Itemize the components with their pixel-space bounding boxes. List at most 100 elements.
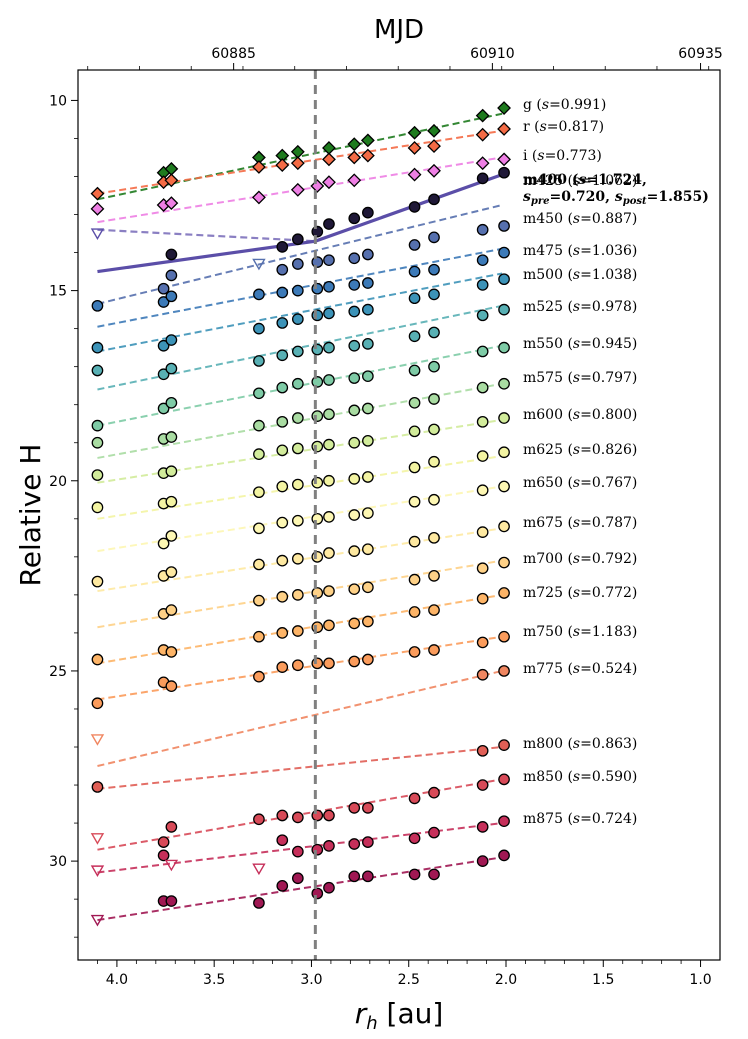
point-g-6 [347,137,362,152]
point-m475-13 [498,273,510,286]
point-m625-10 [428,493,440,506]
point-m800-1 [165,821,178,833]
point-m625-0 [157,537,170,550]
point-m525-13 [498,341,510,354]
x-axis-title-unit: [au] [378,997,444,1030]
point-m600-4 [276,480,289,493]
point-m600-2 [165,495,178,508]
fit-line-m475 [97,272,503,353]
point-m850-9 [476,821,489,833]
point-i-0 [90,201,105,216]
point-m675-1 [165,604,178,616]
x-tick-label-1: 3.5 [203,972,225,988]
point-m850-10 [498,815,510,828]
point-m875-4 [291,872,304,885]
point-m700-9 [362,615,374,628]
point-m550-0 [91,436,104,449]
point-m850-5 [348,838,361,850]
point-m400-4 [323,218,335,230]
point-m800-7 [348,802,361,814]
point-m800-4 [291,811,304,824]
series-label-m700: m700 (s=0.792) [523,551,637,567]
point-m550-12 [476,381,489,394]
point-r-0 [90,186,105,201]
point-m400-6 [362,206,374,219]
point-m600-12 [476,450,489,462]
point-m450-0 [91,299,104,312]
point-m600-11 [428,455,440,468]
point-m650-2 [165,566,178,578]
point-m600-3 [253,486,265,499]
point-m750-1 [498,665,510,677]
series-label-m875: m875 (s=0.724) [523,811,637,827]
point-r-7 [347,150,362,165]
point-m400-3 [311,225,324,238]
point-m425-10 [476,223,489,236]
point-r-8 [360,148,375,163]
point-m725-2 [165,680,178,693]
series-label-m775: m775 (s=0.524) [523,661,637,677]
upper-limit-m850-2 [252,863,266,876]
point-m700-2 [165,646,178,658]
point-m700-5 [291,625,304,637]
point-m600-13 [498,446,510,459]
top-tick-label-2: 60935 [678,46,723,62]
point-m425-9 [428,231,440,244]
point-i-4 [290,182,305,197]
point-m625-3 [276,516,289,529]
point-m775-1 [476,744,489,757]
point-g-11 [497,101,511,115]
point-m500-2 [165,362,178,375]
point-m600-5 [291,478,304,491]
point-m850-0 [157,849,170,862]
point-m775-2 [498,739,510,751]
point-m800-0 [157,836,170,848]
point-m650-4 [276,554,289,567]
point-m725-13 [498,630,510,643]
series-label-m800: m800 (s=0.863) [523,736,637,752]
point-m675-12 [498,556,510,569]
point-m700-4 [276,627,289,639]
point-m575-11 [428,423,440,436]
point-m875-1 [165,895,178,907]
point-i-7 [347,173,362,188]
point-m575-5 [291,442,304,455]
point-m700-8 [348,617,361,630]
point-m425-8 [408,239,421,251]
series-label-m550: m550 (s=0.945) [523,336,637,352]
point-m525-6 [311,376,324,388]
point-m700-3 [253,630,265,643]
point-m650-11 [428,531,440,544]
point-m450-6 [311,282,324,295]
series-label-m450: m450 (s=0.887) [523,211,637,227]
point-m600-6 [311,476,324,489]
point-m525-7 [323,374,335,386]
series-label-i: i (s=0.773) [523,148,602,164]
fit-line-m750 [97,669,503,767]
point-m400-0 [165,248,178,261]
point-i-11 [497,152,511,167]
point-m675-3 [276,590,289,603]
point-m625-2 [253,522,265,535]
point-m875-3 [276,879,289,892]
y-tick-label-0: 10 [49,93,67,109]
point-r-6 [322,152,336,167]
point-m800-2 [253,813,265,826]
point-m550-6 [311,410,324,422]
series-label-m400: m400 (s=1.724, [523,172,647,188]
point-r-4 [275,158,290,173]
y-tick-label-2: 20 [49,474,67,490]
point-m650-13 [498,520,510,533]
point-m650-8 [348,545,361,557]
point-r-9 [407,141,422,155]
point-m625-6 [323,511,335,523]
point-m475-12 [476,279,489,291]
point-m600-9 [362,471,374,483]
point-m475-8 [348,305,361,318]
point-m550-10 [408,396,421,409]
point-m875-12 [498,849,510,862]
point-m700-7 [323,619,335,632]
x-tick-label-2: 3.0 [300,972,322,988]
point-m425-5 [323,254,335,267]
series-label-m675: m675 (s=0.787) [523,515,637,531]
